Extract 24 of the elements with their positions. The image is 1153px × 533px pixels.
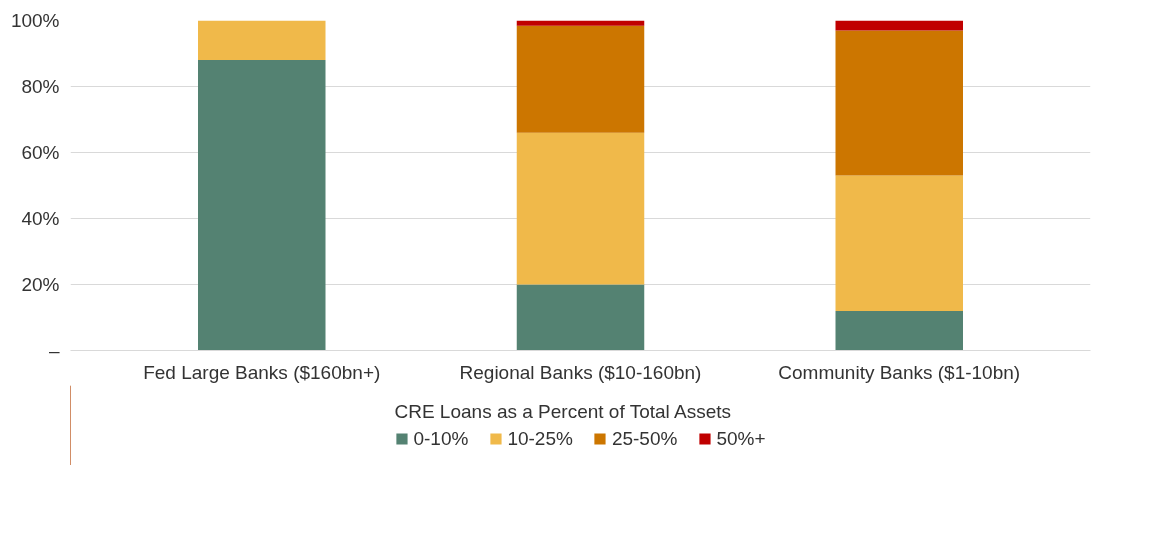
bar [835,175,963,311]
bar [516,25,645,133]
bar [516,284,645,351]
legend-title: CRE Loans as a Percent of Total Assets [394,400,733,423]
bar [198,60,326,351]
y-tick-label: 100% [10,10,60,31]
bar [516,132,645,285]
y-tick-label: 80% [21,76,60,97]
y-tick-label: 40% [21,208,60,229]
x-tick-label: Community Banks ($1-10bn) [778,361,1021,383]
legend-label: 25-50% [611,427,678,450]
x-tick-label: Regional Banks ($10-160bn) [459,361,702,383]
bar [835,30,963,176]
y-tick-label: 60% [21,142,60,163]
y-tick-label: 20% [21,274,60,295]
legend-label: 50%+ [716,427,766,450]
bar [516,20,645,26]
y-tick-label: – [48,340,60,361]
bar [835,310,963,351]
bar [835,20,963,31]
legend-label: 10-25% [507,427,573,450]
bar [198,20,326,61]
x-tick-label: Fed Large Banks ($160bn+) [143,361,381,383]
legend-label: 0-10% [413,427,469,450]
